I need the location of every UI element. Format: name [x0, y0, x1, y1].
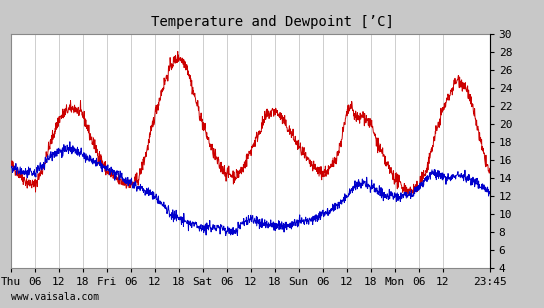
Text: www.vaisala.com: www.vaisala.com [11, 292, 99, 302]
Text: Temperature and Dewpoint [’C]: Temperature and Dewpoint [’C] [151, 14, 393, 29]
